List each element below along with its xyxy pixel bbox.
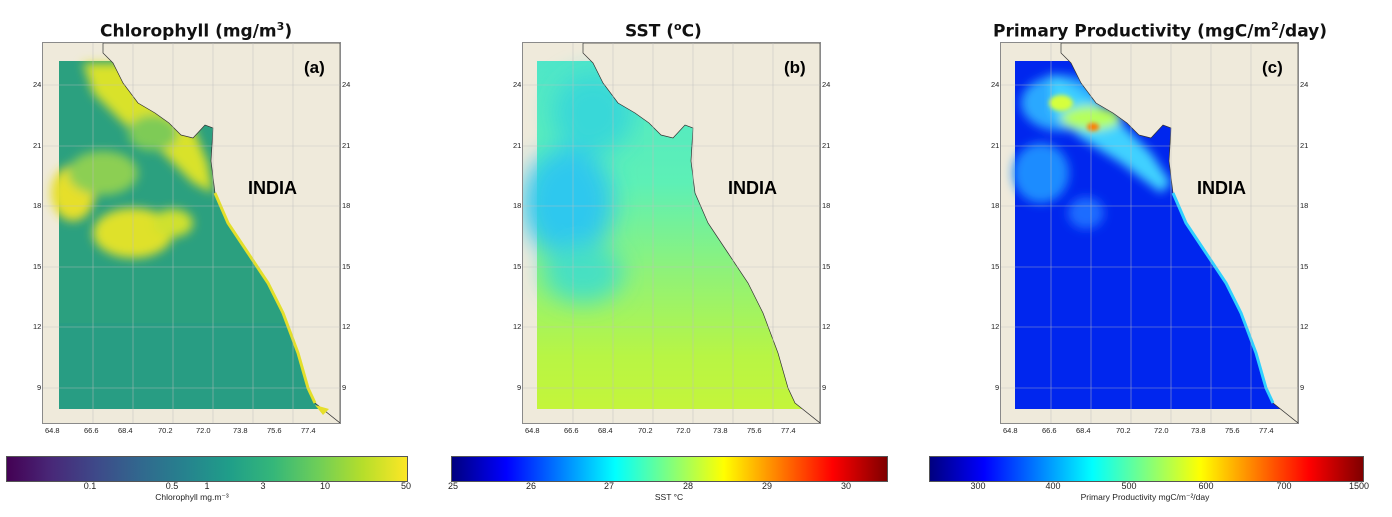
lon-tick: 77.4 [1259,426,1274,435]
lat-tick: 9 [342,383,347,392]
lon-tick: 70.2 [638,426,653,435]
lat-tick: 24 [513,80,522,89]
colorbar-tick: 10 [319,481,331,491]
lat-tick: 12 [342,322,351,331]
lat-tick: 9 [517,383,522,392]
primary-productivity-map [1001,43,1298,423]
country-label: INDIA [728,178,777,198]
colorbar-label: SST °C [654,492,684,502]
lat-tick: 24 [991,80,1000,89]
colorbar-tick: 600 [1198,481,1214,491]
lat-tick: 18 [991,201,1000,210]
colorbar-tick: 3 [260,481,266,491]
colorbar-tick: 0.1 [83,481,97,491]
panel-title: Primary Productivity (mgC/m2/day) [993,20,1327,42]
country-label: INDIA [248,178,297,198]
lat-tick: 15 [1300,262,1309,271]
lon-tick: 66.6 [1042,426,1057,435]
lat-tick: 15 [991,262,1000,271]
lon-tick: 73.8 [713,426,728,435]
lat-tick: 24 [822,80,831,89]
colorbar-tick: 28 [682,481,694,491]
panel-title: Chlorophyll (mg/m3) [100,20,293,42]
colorbar-jet [451,456,888,482]
colorbar-tick: 1 [204,481,210,491]
chlorophyll-map [43,43,340,423]
country-label: INDIA [1197,178,1246,198]
lon-tick: 64.8 [45,426,60,435]
lat-tick: 9 [37,383,42,392]
lat-tick: 12 [33,322,42,331]
lat-tick: 18 [513,201,522,210]
panel-title: SST (oC) [625,20,702,42]
lat-tick: 24 [342,80,351,89]
lon-tick: 72.0 [196,426,211,435]
lon-tick: 72.0 [1154,426,1169,435]
colorbar-tick: 700 [1276,481,1292,491]
lat-tick: 12 [1300,322,1309,331]
lon-tick: 77.4 [301,426,316,435]
lat-tick: 12 [822,322,831,331]
lat-tick: 12 [991,322,1000,331]
map-frame [42,42,341,424]
colorbar-tick: 29 [761,481,773,491]
colorbar-tick: 500 [1121,481,1137,491]
lat-tick: 18 [342,201,351,210]
panel-label: (a) [304,58,325,77]
lon-tick: 64.8 [1003,426,1018,435]
lon-tick: 68.4 [598,426,613,435]
lat-tick: 18 [822,201,831,210]
lat-tick: 18 [1300,201,1309,210]
lat-tick: 15 [513,262,522,271]
colorbar-tick: 50 [400,481,412,491]
lat-tick: 15 [342,262,351,271]
lon-tick: 75.6 [1225,426,1240,435]
lon-tick: 64.8 [525,426,540,435]
lat-tick: 24 [33,80,42,89]
lon-tick: 72.0 [676,426,691,435]
map-frame [522,42,821,424]
lat-tick: 24 [1300,80,1309,89]
lon-tick: 75.6 [267,426,282,435]
colorbar-tick: 0.5 [165,481,179,491]
lon-tick: 70.2 [158,426,173,435]
lat-tick: 21 [33,141,42,150]
sst-map [523,43,820,423]
colorbar-tick: 400 [1045,481,1061,491]
lon-tick: 66.6 [84,426,99,435]
colorbar-tick: 30 [840,481,852,491]
lon-tick: 73.8 [233,426,248,435]
lon-tick: 68.4 [118,426,133,435]
lat-tick: 21 [991,141,1000,150]
colorbar-tick: 25 [447,481,459,491]
lat-tick: 21 [1300,141,1309,150]
lon-tick: 75.6 [747,426,762,435]
colorbar-jet [929,456,1364,482]
colorbar-tick: 27 [603,481,615,491]
lat-tick: 21 [513,141,522,150]
colorbar-label: Chlorophyll mg.m⁻³ [155,492,229,502]
colorbar-tick: 1500 [1348,481,1370,491]
panel-label: (c) [1262,58,1283,77]
lon-tick: 68.4 [1076,426,1091,435]
lon-tick: 66.6 [564,426,579,435]
lat-tick: 15 [822,262,831,271]
lat-tick: 18 [33,201,42,210]
lat-tick: 15 [33,262,42,271]
lat-tick: 9 [1300,383,1305,392]
lat-tick: 21 [822,141,831,150]
colorbar-tick: 26 [525,481,537,491]
panel-label: (b) [784,58,806,77]
lon-tick: 73.8 [1191,426,1206,435]
lat-tick: 12 [513,322,522,331]
colorbar-viridis [6,456,408,482]
lat-tick: 9 [822,383,827,392]
lon-tick: 77.4 [781,426,796,435]
lat-tick: 21 [342,141,351,150]
colorbar-tick: 300 [970,481,986,491]
map-frame [1000,42,1299,424]
colorbar-label: Primary Productivity mgC/m⁻²/day [1080,492,1210,502]
lat-tick: 9 [995,383,1000,392]
lon-tick: 70.2 [1116,426,1131,435]
